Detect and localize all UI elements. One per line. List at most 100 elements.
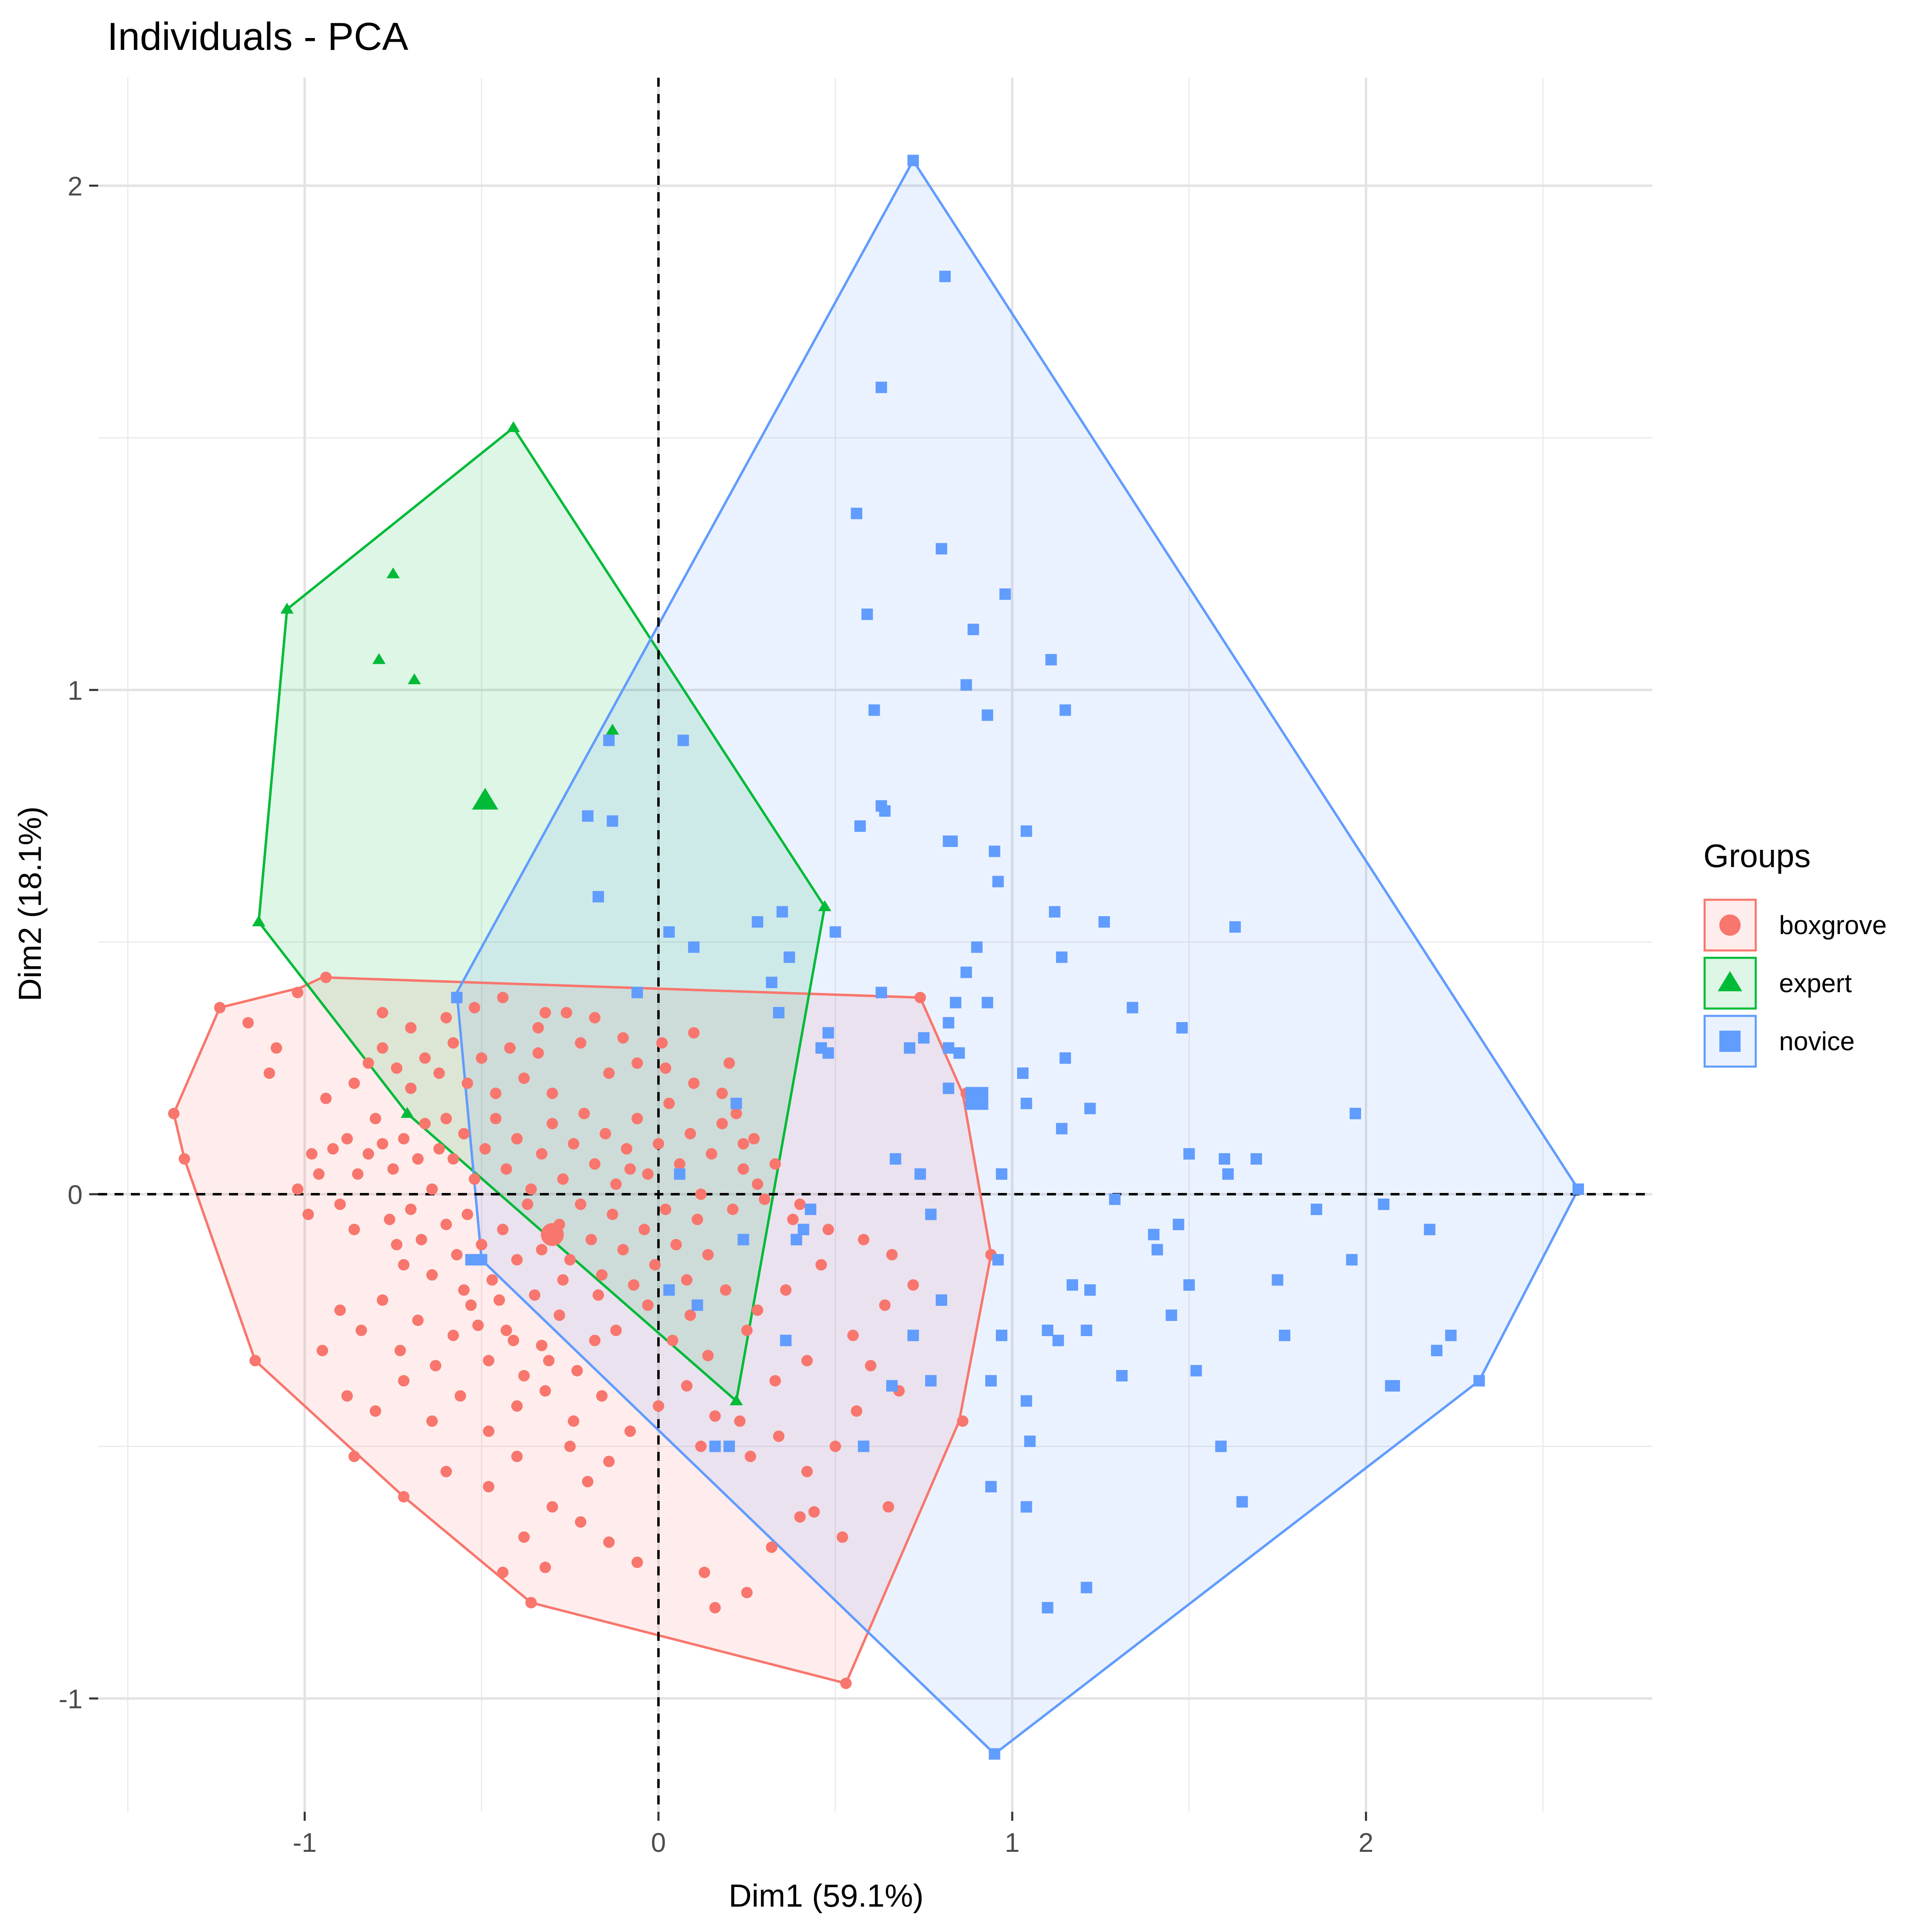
point-boxgrove (249, 1355, 261, 1366)
point-boxgrove (377, 1007, 389, 1019)
point-boxgrove (458, 1128, 470, 1140)
point-boxgrove (292, 1183, 303, 1195)
point-boxgrove (741, 1587, 753, 1599)
point-novice (1067, 1279, 1078, 1291)
point-boxgrove (752, 1304, 764, 1316)
point-boxgrove (734, 1415, 746, 1427)
point-novice (886, 1380, 898, 1392)
point-boxgrove (493, 1294, 505, 1306)
point-novice (582, 810, 593, 822)
point-novice (936, 1294, 947, 1306)
point-boxgrove (649, 1259, 661, 1271)
point-boxgrove (557, 1173, 569, 1185)
point-novice (1431, 1345, 1442, 1357)
point-boxgrove (699, 1566, 710, 1578)
point-boxgrove (684, 1309, 696, 1321)
point-novice (1081, 1582, 1092, 1593)
point-novice (1084, 1103, 1096, 1114)
point-boxgrove (341, 1133, 353, 1145)
point-novice (914, 1168, 926, 1180)
point-expert (408, 673, 421, 684)
point-novice (868, 704, 880, 716)
legend-title: Groups (1703, 838, 1811, 874)
point-boxgrove (695, 1440, 707, 1452)
point-novice (631, 986, 643, 998)
point-boxgrove (628, 1279, 640, 1291)
point-novice (663, 1284, 675, 1296)
point-boxgrove (454, 1390, 466, 1402)
point-novice (1236, 1496, 1248, 1508)
point-boxgrove (394, 1345, 406, 1357)
point-boxgrove (479, 1143, 491, 1155)
point-novice (1084, 1284, 1096, 1296)
point-boxgrove (744, 1451, 756, 1462)
point-novice (1219, 1153, 1230, 1165)
point-boxgrove (822, 1224, 834, 1236)
point-boxgrove (688, 1077, 700, 1089)
point-novice (992, 876, 1004, 887)
point-novice (960, 966, 972, 978)
point-novice (791, 1233, 802, 1245)
point-boxgrove (412, 1314, 424, 1326)
point-boxgrove (851, 1405, 863, 1417)
point-novice (804, 1203, 816, 1215)
point-boxgrove (702, 1350, 714, 1361)
point-boxgrove (469, 1002, 481, 1013)
point-novice (890, 1153, 901, 1165)
point-boxgrove (327, 1143, 339, 1155)
point-novice (784, 951, 795, 963)
point-boxgrove (585, 1233, 597, 1245)
point-novice (1190, 1365, 1202, 1377)
point-novice (752, 916, 764, 928)
point-boxgrove (596, 1269, 608, 1281)
point-novice (1042, 1324, 1054, 1336)
point-novice (723, 1440, 735, 1452)
point-novice (1042, 1602, 1054, 1614)
point-boxgrove (483, 1481, 494, 1493)
point-boxgrove (440, 1218, 452, 1230)
point-boxgrove (836, 1531, 848, 1543)
point-boxgrove (490, 1087, 502, 1099)
point-boxgrove (440, 1113, 452, 1125)
point-boxgrove (511, 1451, 523, 1462)
point-boxgrove (656, 1037, 668, 1049)
x-tick-label: 0 (651, 1827, 666, 1858)
point-novice (988, 845, 1000, 857)
point-boxgrove (865, 1360, 876, 1372)
point-novice (1148, 1229, 1159, 1240)
point-boxgrove (883, 1501, 894, 1513)
point-boxgrove (571, 1365, 583, 1377)
point-boxgrove (292, 986, 303, 998)
hull-outline-boxgrove (172, 976, 993, 1685)
point-novice (854, 820, 866, 832)
point-novice (1272, 1274, 1283, 1286)
point-boxgrove (317, 1345, 328, 1357)
point-boxgrove (705, 1148, 717, 1160)
point-boxgrove (511, 1400, 523, 1412)
point-boxgrove (702, 1249, 714, 1260)
point-boxgrove (536, 1148, 548, 1160)
point-boxgrove (642, 1299, 654, 1311)
point-boxgrove (546, 1087, 558, 1099)
point-boxgrove (624, 1163, 636, 1175)
point-boxgrove (178, 1153, 190, 1165)
point-boxgrove (670, 1239, 682, 1251)
point-boxgrove (787, 1213, 799, 1225)
point-boxgrove (419, 1052, 431, 1064)
point-boxgrove (815, 1259, 827, 1271)
point-novice (858, 1440, 869, 1452)
point-boxgrove (476, 1239, 487, 1251)
point-boxgrove (914, 992, 926, 1004)
point-boxgrove (582, 1476, 593, 1487)
point-expert (507, 421, 520, 432)
point-boxgrove (334, 1198, 346, 1210)
point-boxgrove (398, 1491, 410, 1503)
point-novice (1116, 1370, 1128, 1382)
point-novice (1017, 1067, 1029, 1079)
y-tick-label: 1 (67, 675, 83, 705)
point-boxgrove (362, 1148, 374, 1160)
point-boxgrove (398, 1259, 410, 1271)
point-boxgrove (504, 1042, 516, 1054)
point-boxgrove (486, 1274, 498, 1286)
point-boxgrove (737, 1163, 749, 1175)
